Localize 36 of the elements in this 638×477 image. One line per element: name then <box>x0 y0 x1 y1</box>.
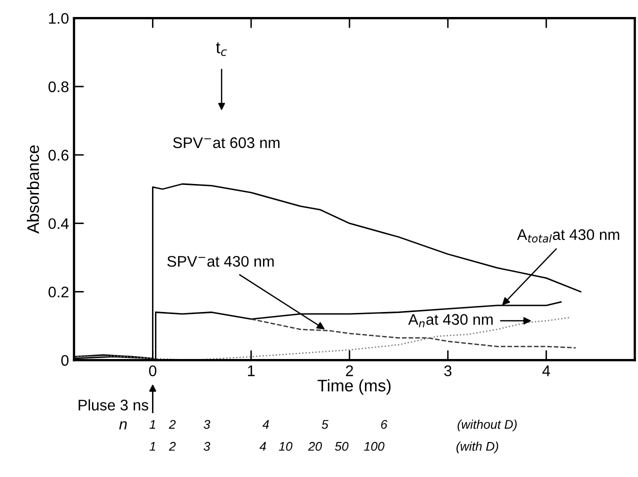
text: 100 <box>364 442 384 451</box>
x-tick-label: 3 <box>444 365 452 376</box>
y-tick-label: 1.0 <box>49 12 69 24</box>
text: (without D) <box>458 420 517 432</box>
text: 50 <box>334 442 348 451</box>
annotation: SPV$^{−}$at 430 nm <box>167 256 274 267</box>
text: 3 <box>204 442 210 451</box>
text: 1 <box>150 442 156 451</box>
annotation: A$_{n}$at 430 nm <box>408 314 493 328</box>
text: 2 <box>168 442 176 451</box>
text: (with D) <box>456 442 498 454</box>
x-tick-label: 0 <box>149 365 156 376</box>
y-tick-label: 0.6 <box>48 150 68 161</box>
text: 5 <box>322 420 328 429</box>
text: Pluse 3 ns <box>78 399 148 411</box>
y-axis-title: Absorbance <box>26 145 40 234</box>
annotation: A$_{total}$at 430 nm <box>517 229 620 243</box>
text: 1 <box>150 420 156 429</box>
y-tick-label: 0.2 <box>48 286 68 298</box>
text: 4 <box>262 420 269 429</box>
text: 6 <box>381 420 388 429</box>
x-tick-label: 1 <box>248 366 255 376</box>
y-tick-label: 0.4 <box>48 218 69 230</box>
text: 2 <box>168 420 176 429</box>
x-axis-title: Time (ms) <box>318 379 391 395</box>
x-tick-label: 4 <box>542 366 550 376</box>
text: 3 <box>204 420 210 429</box>
y-tick-label: 0 <box>61 355 69 366</box>
text: 4 <box>260 442 266 451</box>
x-tick-label: 2 <box>346 365 353 376</box>
y-tick-label: 0.8 <box>48 81 68 92</box>
text: n <box>119 421 127 430</box>
annotation: SPV$^{−}$at 603 nm <box>173 137 280 148</box>
text: 20 <box>308 442 322 451</box>
annotation: t$_{c}$ <box>216 42 227 56</box>
text: 10 <box>278 442 292 451</box>
